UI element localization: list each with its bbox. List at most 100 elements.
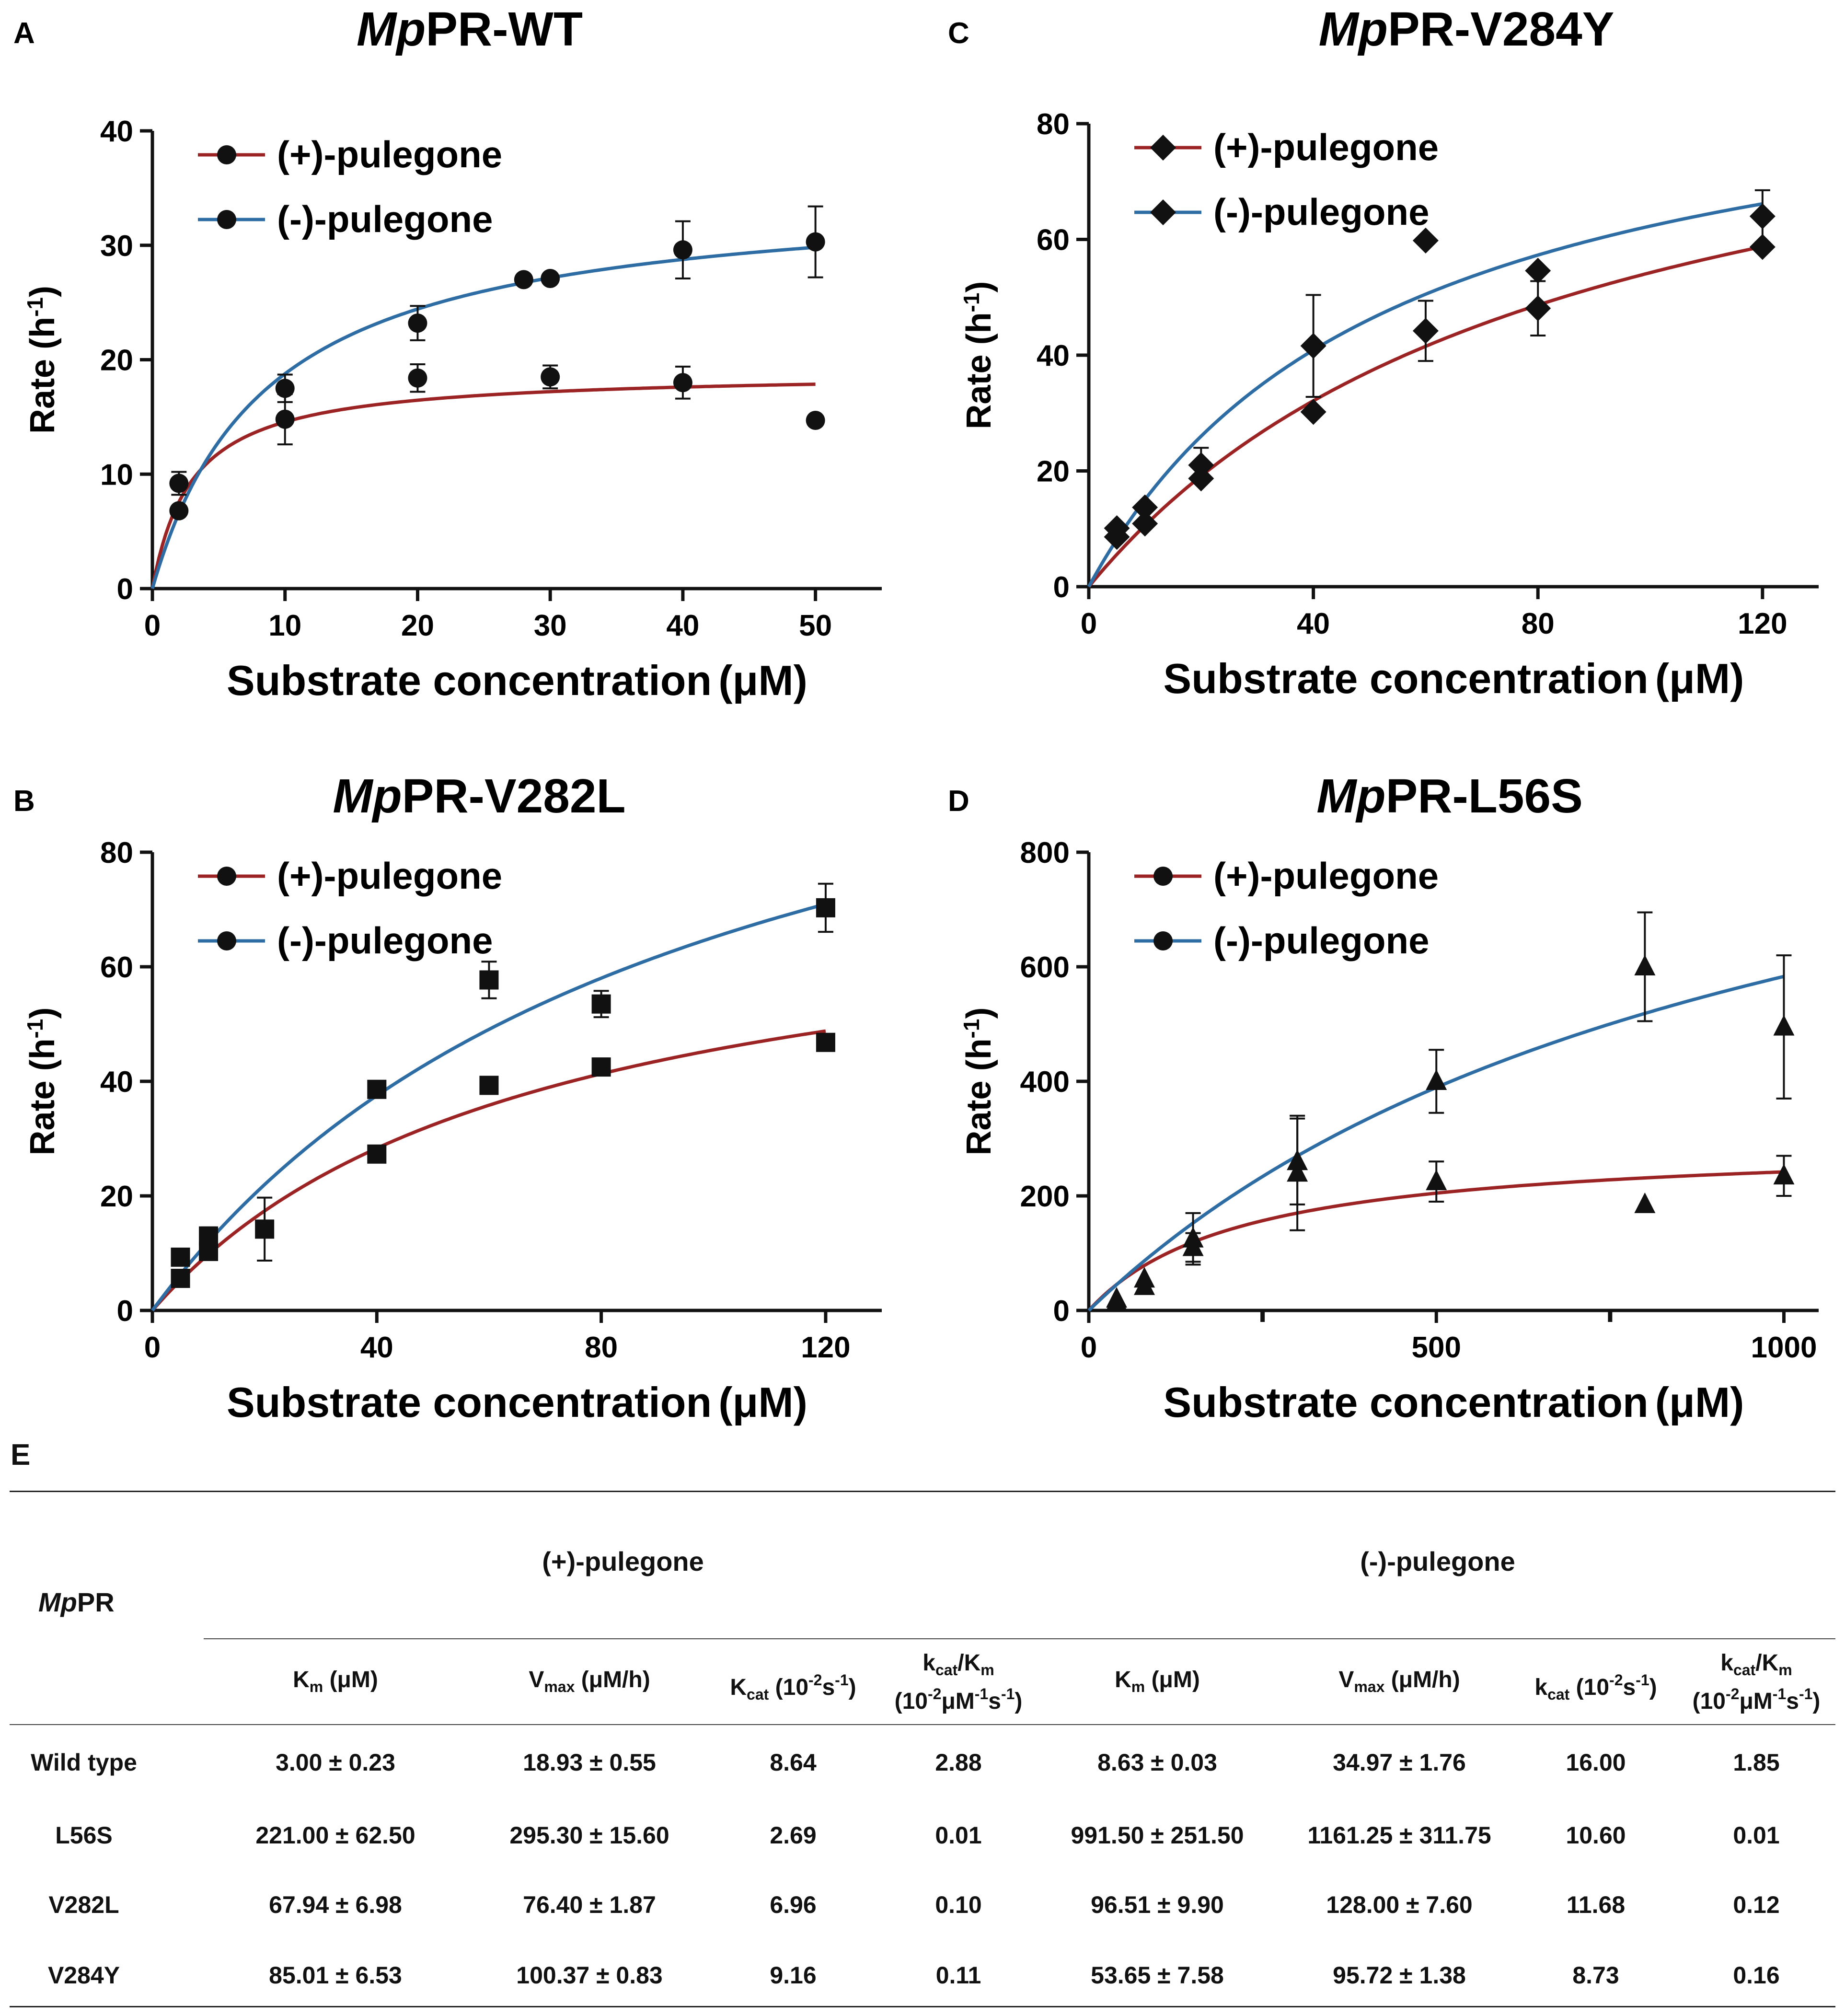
x-axis-label: Substrate concentration (μM) (227, 657, 807, 704)
column-header: kcat/Km (10-2μM-1s-1) (1692, 1650, 1821, 1714)
data-point (673, 373, 692, 393)
column-header: kcat/Km (10-2μM-1s-1) (894, 1650, 1023, 1714)
header-bottom-rule (10, 1724, 1835, 1725)
group-rule (204, 1638, 1835, 1639)
data-point (591, 994, 611, 1014)
column-header: kcat (10-2s-1) (1534, 1671, 1657, 1703)
y-tick-label: 600 (1020, 951, 1070, 984)
table-cell: 3.00 ± 0.23 (276, 1749, 395, 1776)
data-point (1300, 333, 1326, 359)
row-label: L56S (55, 1822, 113, 1849)
chart-title: MpPR-WT (357, 2, 583, 56)
table-cell: 9.16 (770, 1962, 817, 1989)
data-point (1525, 257, 1551, 284)
x-tick-label: 120 (1738, 607, 1787, 640)
data-point (806, 232, 825, 252)
panel-letter: D (948, 785, 969, 818)
data-point (1426, 1170, 1447, 1191)
table-cell: 295.30 ± 15.60 (509, 1822, 669, 1849)
series-plus (171, 1032, 835, 1288)
row-label: Wild type (31, 1749, 137, 1776)
data-point (1525, 295, 1551, 322)
y-tick-label: 60 (100, 951, 133, 984)
legend-marker (217, 210, 236, 229)
table-cell: 2.88 (935, 1749, 982, 1776)
legend-marker (217, 145, 236, 164)
data-point (1132, 510, 1158, 537)
group-minus-label: (-)-pulegone (1360, 1546, 1515, 1576)
table-cell: 1161.25 ± 311.75 (1307, 1822, 1491, 1849)
y-tick-label: 40 (100, 1066, 133, 1099)
data-point (171, 1247, 190, 1267)
table-cell: 34.97 ± 1.76 (1333, 1749, 1466, 1776)
legend-marker (1153, 867, 1173, 886)
data-point (1106, 1287, 1128, 1308)
table-bottom-rule (10, 2006, 1835, 2007)
panel-letter: C (948, 17, 969, 50)
y-tick-label: 0 (117, 1295, 133, 1328)
table-cell: 53.65 ± 7.58 (1091, 1962, 1224, 1989)
table-cell: 85.01 ± 6.53 (269, 1962, 402, 1989)
legend-marker (1150, 199, 1176, 225)
y-tick-label: 10 (100, 458, 133, 491)
table-cell: 8.63 ± 0.03 (1097, 1749, 1217, 1776)
data-point (1300, 399, 1326, 425)
x-tick-label: 0 (1081, 1331, 1097, 1364)
x-tick-label: 80 (1522, 607, 1555, 640)
data-point (479, 1076, 499, 1095)
series-minus (171, 882, 835, 1267)
chart-title: MpPR-L56S (1316, 769, 1583, 823)
data-point (1426, 1069, 1447, 1090)
y-tick-label: 80 (1037, 108, 1070, 141)
column-header: Km (μM) (1115, 1667, 1200, 1696)
table-cell: 1.85 (1733, 1749, 1780, 1776)
chart-c: C MpPR-V284Y 0 20 40 60 80 0 40 80 120 Substrate co… (948, 2, 1819, 702)
y-axis-label: Rate (h-1) (959, 1008, 998, 1156)
series-plus (169, 363, 825, 496)
data-point (1134, 1267, 1155, 1288)
x-tick-label: 1000 (1751, 1331, 1817, 1364)
y-tick-label: 400 (1020, 1066, 1070, 1099)
x-tick-label: 40 (360, 1331, 393, 1364)
legend-label: (+)-pulegone (1213, 126, 1439, 168)
data-point (514, 270, 533, 290)
series-minus (1104, 189, 1776, 542)
data-point (1773, 1164, 1795, 1185)
data-point (1287, 1149, 1308, 1170)
y-tick-label: 60 (1037, 224, 1070, 257)
panel-letter-e: E (11, 1438, 31, 1471)
legend-label: (-)-pulegone (1213, 919, 1430, 962)
table-cell: 100.37 ± 0.83 (516, 1962, 663, 1989)
table-cell: 96.51 ± 9.90 (1091, 1891, 1224, 1918)
data-point (1412, 318, 1439, 344)
chart-b: B MpPR-V282L 0 20 40 60 80 0 40 80 120 Substrate co… (13, 769, 882, 1426)
table-cell: 0.11 (935, 1962, 981, 1989)
data-point (169, 501, 189, 521)
legend-label: (+)-pulegone (1213, 855, 1439, 897)
y-tick-label: 0 (117, 573, 133, 606)
series-plus (1104, 234, 1776, 550)
data-point (1132, 494, 1158, 521)
table-cell: 0.16 (1733, 1962, 1780, 1989)
fit-curve-minus (151, 902, 826, 1312)
table-cell: 76.40 ± 1.87 (523, 1891, 656, 1918)
table-cell: 0.01 (935, 1822, 982, 1849)
table-cell: 991.50 ± 251.50 (1071, 1822, 1244, 1849)
y-axis-label: Rate (h-1) (959, 281, 998, 429)
y-tick-label: 20 (1037, 455, 1070, 488)
legend-marker (217, 931, 236, 950)
legend-label: (-)-pulegone (277, 198, 493, 240)
y-tick-label: 40 (100, 115, 133, 148)
data-point (1188, 452, 1214, 478)
table-cell: 10.60 (1566, 1822, 1626, 1849)
x-tick-label: 50 (799, 609, 832, 642)
chart-title: MpPR-V282L (333, 769, 625, 823)
data-point (673, 240, 692, 260)
series-minus (1106, 911, 1795, 1308)
data-point (408, 313, 427, 333)
series-minus (169, 205, 825, 521)
data-point (1104, 515, 1130, 542)
data-point (169, 474, 189, 493)
data-point (1634, 1192, 1656, 1213)
table-cell: 8.64 (770, 1749, 817, 1776)
